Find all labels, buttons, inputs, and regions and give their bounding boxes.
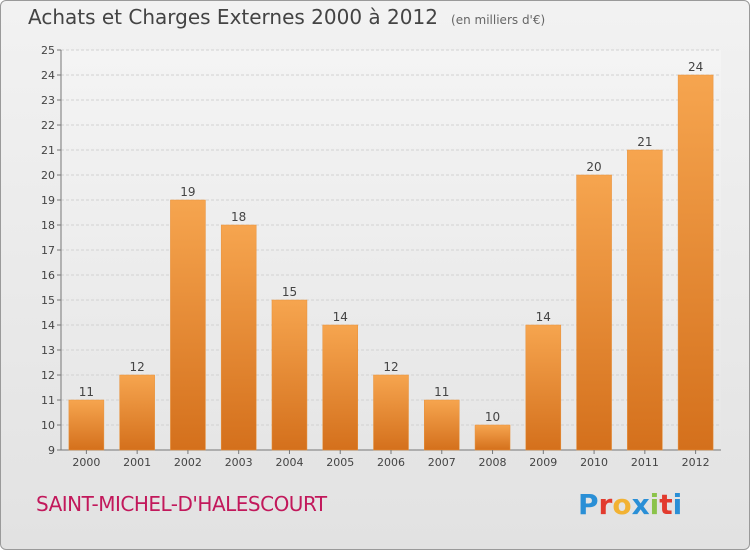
bar [627,150,662,450]
bar [374,375,409,450]
logo-letter: x [632,488,650,521]
logo-letter: i [673,488,683,521]
x-tick-label: 2008 [479,456,507,469]
x-tick-label: 2010 [580,456,608,469]
bar [577,175,612,450]
logo-letter: o [612,488,631,521]
bar-value-label: 19 [180,185,195,199]
y-tick-label: 13 [41,344,55,357]
bar [475,425,510,450]
bar [272,300,307,450]
x-tick-label: 2012 [682,456,710,469]
y-tick-label: 14 [41,319,55,332]
bar-value-label: 21 [637,135,652,149]
proxiti-logo: Proxiti [578,488,682,521]
y-tick-label: 19 [41,194,55,207]
y-tick-label: 23 [41,94,55,107]
y-tick-label: 22 [41,119,55,132]
y-tick-label: 10 [41,419,55,432]
bar-chart: 9 10 11 12 13 14 15 16 17 18 19 20 21 22 23 24 25 11 2000 1… [0,0,750,550]
y-tick-label: 9 [48,444,55,457]
x-tick-label: 2006 [377,456,405,469]
bar [678,75,713,450]
bar-value-label: 15 [282,285,297,299]
x-tick-label: 2009 [529,456,557,469]
bar-value-label: 11 [434,385,449,399]
logo-letter: i [650,488,660,521]
bar-value-label: 14 [536,310,551,324]
bar [323,325,358,450]
x-tick-label: 2005 [326,456,354,469]
y-tick-label: 17 [41,244,55,257]
bar [526,325,561,450]
bar-value-label: 24 [688,60,703,74]
bar-value-label: 20 [586,160,601,174]
logo-letter: r [599,488,613,521]
x-tick-label: 2001 [123,456,151,469]
y-tick-label: 24 [41,69,55,82]
y-tick-label: 21 [41,144,55,157]
y-tick-label: 20 [41,169,55,182]
bar [69,400,104,450]
commune-name: SAINT-MICHEL-D'HALESCOURT [36,492,327,516]
bar [424,400,459,450]
bar-value-label: 12 [130,360,145,374]
bar-value-label: 12 [383,360,398,374]
x-tick-label: 2007 [428,456,456,469]
logo-letter: P [578,488,599,521]
y-tick-label: 18 [41,219,55,232]
bar [120,375,155,450]
bar-value-label: 14 [333,310,348,324]
y-tick-label: 25 [41,44,55,57]
x-tick-label: 2002 [174,456,202,469]
logo-letter: t [659,488,672,521]
bar [221,225,256,450]
x-tick-label: 2011 [631,456,659,469]
x-tick-label: 2004 [275,456,303,469]
x-tick-label: 2000 [72,456,100,469]
y-tick-label: 16 [41,269,55,282]
y-tick-label: 11 [41,394,55,407]
x-tick-label: 2003 [225,456,253,469]
bar-value-label: 18 [231,210,246,224]
bar-value-label: 11 [79,385,94,399]
bar [170,200,205,450]
y-tick-label: 12 [41,369,55,382]
bar-value-label: 10 [485,410,500,424]
y-tick-label: 15 [41,294,55,307]
